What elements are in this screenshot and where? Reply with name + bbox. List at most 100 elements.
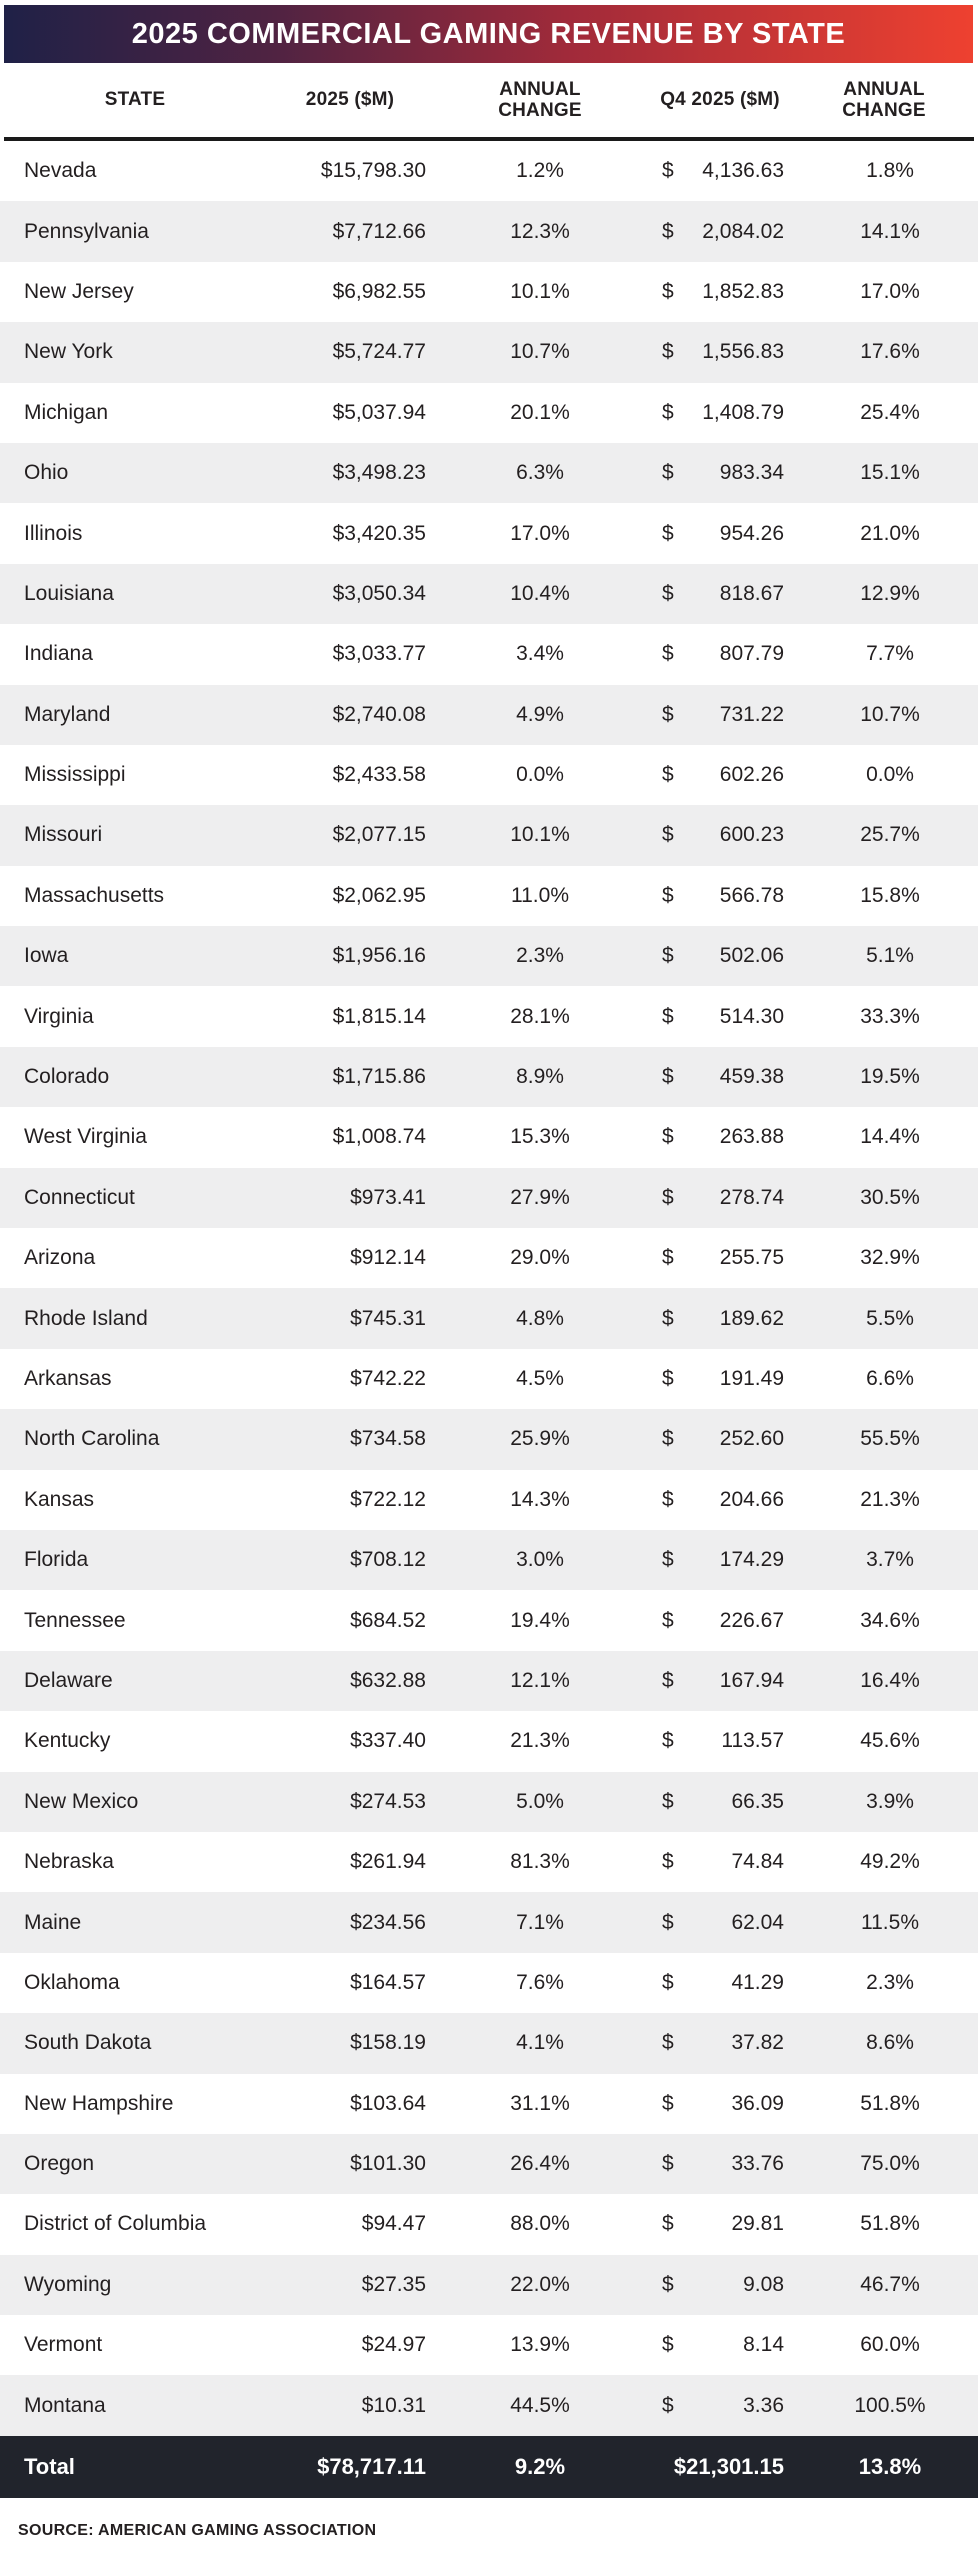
q4-value: 36.09 — [731, 2091, 784, 2115]
revenue-2025-cell: $3,050.34 — [332, 581, 426, 605]
dollar-sign: $ — [662, 702, 674, 726]
state-cell: Missouri — [24, 823, 103, 847]
state-cell: Nebraska — [24, 1850, 114, 1874]
dollar-sign: $ — [662, 1789, 674, 1813]
total-revenue-2025: $78,717.11 — [317, 2453, 426, 2479]
table-row: Michigan $5,037.94 20.1% $ 1,408.79 25.4… — [0, 383, 978, 443]
table-row: District of Columbia $94.47 88.0% $ 29.8… — [0, 2194, 978, 2254]
q4-revenue-cell: $ 600.23 — [650, 823, 790, 847]
q4-revenue-cell: $ 731.22 — [650, 703, 790, 727]
dollar-sign: $ — [662, 2272, 674, 2296]
dollar-sign: $ — [662, 2212, 674, 2236]
q4-annual-change-cell: 8.6% — [866, 2031, 914, 2055]
revenue-2025-cell: $632.88 — [350, 1668, 426, 1692]
q4-revenue-cell: $ 566.78 — [650, 884, 790, 908]
annual-change-cell: 14.3% — [510, 1487, 570, 1511]
total-row: Total $78,717.11 9.2% $21,301.15 13.8% — [0, 2435, 978, 2498]
q4-annual-change-cell: 14.1% — [860, 219, 920, 243]
revenue-2025-cell: $1,815.14 — [332, 1004, 426, 1028]
q4-value: 167.94 — [719, 1668, 784, 1692]
dollar-sign: $ — [662, 2333, 674, 2357]
q4-revenue-cell: $ 3.36 — [650, 2394, 790, 2418]
q4-annual-change-cell: 2.3% — [866, 1970, 914, 1994]
q4-annual-change-cell: 100.5% — [854, 2393, 926, 2417]
state-cell: Kentucky — [24, 1729, 111, 1753]
state-cell: Florida — [24, 1548, 89, 1572]
revenue-2025-cell: $234.56 — [350, 1910, 426, 1934]
total-q4-revenue: $21,301.15 — [673, 2453, 784, 2479]
q4-annual-change-cell: 21.3% — [860, 1487, 920, 1511]
dollar-sign: $ — [662, 2152, 674, 2176]
q4-annual-change-cell: 17.6% — [860, 340, 920, 364]
column-header-row: STATE 2025 ($M) ANNUAL CHANGE Q4 2025 ($… — [0, 63, 978, 137]
dollar-sign: $ — [662, 521, 674, 545]
annual-change-cell: 20.1% — [510, 400, 570, 424]
annual-change-cell: 11.0% — [511, 883, 569, 907]
dollar-sign: $ — [662, 219, 674, 243]
revenue-2025-cell: $2,433.58 — [332, 763, 426, 787]
dollar-sign: $ — [662, 2031, 674, 2055]
dollar-sign: $ — [662, 581, 674, 605]
annual-change-cell: 3.0% — [516, 1548, 564, 1572]
q4-annual-change-cell: 49.2% — [860, 1850, 920, 1874]
table-row: Colorado $1,715.86 8.9% $ 459.38 19.5% — [0, 1046, 978, 1108]
annual-change-cell: 12.3% — [510, 219, 570, 243]
table-row: Maine $234.56 7.1% $ 62.04 11.5% — [0, 1892, 978, 1953]
q4-value: 954.26 — [719, 521, 784, 545]
state-cell: Michigan — [24, 400, 109, 424]
table-title: 2025 COMMERCIAL GAMING REVENUE BY STATE — [131, 17, 846, 50]
q4-annual-change-cell: 33.3% — [860, 1004, 920, 1028]
q4-value: 252.60 — [719, 1427, 784, 1451]
revenue-2025-cell: $742.22 — [350, 1367, 426, 1390]
q4-annual-change-cell: 5.1% — [866, 944, 914, 968]
state-cell: Kansas — [24, 1487, 95, 1511]
q4-value: 37.82 — [731, 2031, 784, 2055]
q4-value: 255.75 — [719, 1246, 784, 1270]
annual-change-cell: 1.2% — [516, 159, 564, 183]
q4-value: 502.06 — [719, 944, 784, 968]
revenue-2025-cell: $708.12 — [350, 1548, 426, 1572]
q4-value: 602.26 — [719, 763, 784, 787]
revenue-2025-cell: $973.41 — [350, 1185, 426, 1209]
table-row: Virginia $1,815.14 28.1% $ 514.30 33.3% — [0, 986, 978, 1046]
q4-annual-change-cell: 10.7% — [860, 702, 920, 726]
q4-revenue-cell: $ 189.62 — [650, 1307, 790, 1331]
q4-revenue-cell: $ 1,408.79 — [650, 401, 790, 425]
q4-value: 3.36 — [743, 2393, 784, 2417]
revenue-2025-cell: $722.12 — [350, 1487, 426, 1511]
q4-value: 113.57 — [721, 1729, 784, 1753]
q4-annual-change-cell: 11.5% — [861, 1910, 919, 1934]
state-cell: Delaware — [24, 1668, 113, 1692]
q4-value: 1,408.79 — [702, 400, 784, 424]
q4-revenue-cell: $ 602.26 — [650, 763, 790, 787]
dollar-sign: $ — [662, 1427, 674, 1451]
state-cell: Connecticut — [24, 1185, 135, 1209]
revenue-2025-cell: $261.94 — [350, 1850, 426, 1874]
annual-change-cell: 10.1% — [510, 279, 570, 303]
q4-revenue-cell: $ 204.66 — [650, 1488, 790, 1512]
table-row: Massachusetts $2,062.95 11.0% $ 566.78 1… — [0, 866, 978, 926]
state-cell: Pennsylvania — [24, 219, 149, 243]
annual-change-cell: 7.1% — [516, 1910, 564, 1934]
table-row: Rhode Island $745.31 4.8% $ 189.62 5.5% — [0, 1288, 978, 1349]
q4-value: 514.30 — [719, 1004, 784, 1028]
q4-annual-change-cell: 21.0% — [860, 521, 920, 545]
gaming-revenue-table: 2025 COMMERCIAL GAMING REVENUE BY STATE … — [0, 5, 978, 2540]
q4-revenue-cell: $ 4,136.63 — [650, 159, 790, 183]
revenue-2025-cell: $337.40 — [350, 1729, 426, 1753]
annual-change-cell: 10.1% — [510, 823, 570, 847]
dollar-sign: $ — [662, 883, 674, 907]
annual-change-cell: 4.8% — [516, 1306, 564, 1330]
header-divider — [4, 137, 974, 141]
state-cell: South Dakota — [24, 2031, 152, 2055]
table-row: Connecticut $973.41 27.9% $ 278.74 30.5% — [0, 1167, 978, 1229]
q4-annual-change-cell: 7.7% — [866, 642, 914, 666]
annual-change-cell: 0.0% — [516, 763, 564, 787]
table-row: New York $5,724.77 10.7% $ 1,556.83 17.6… — [0, 322, 978, 383]
annual-change-cell: 13.9% — [510, 2333, 570, 2357]
q4-annual-change-cell: 15.8% — [860, 883, 920, 907]
table-row: West Virginia $1,008.74 15.3% $ 263.88 1… — [0, 1107, 978, 1167]
column-header-2025: 2025 ($M) — [305, 89, 395, 111]
revenue-2025-cell: $10.31 — [361, 2393, 426, 2417]
table-row: Ohio $3,498.23 6.3% $ 983.34 15.1% — [0, 442, 978, 504]
